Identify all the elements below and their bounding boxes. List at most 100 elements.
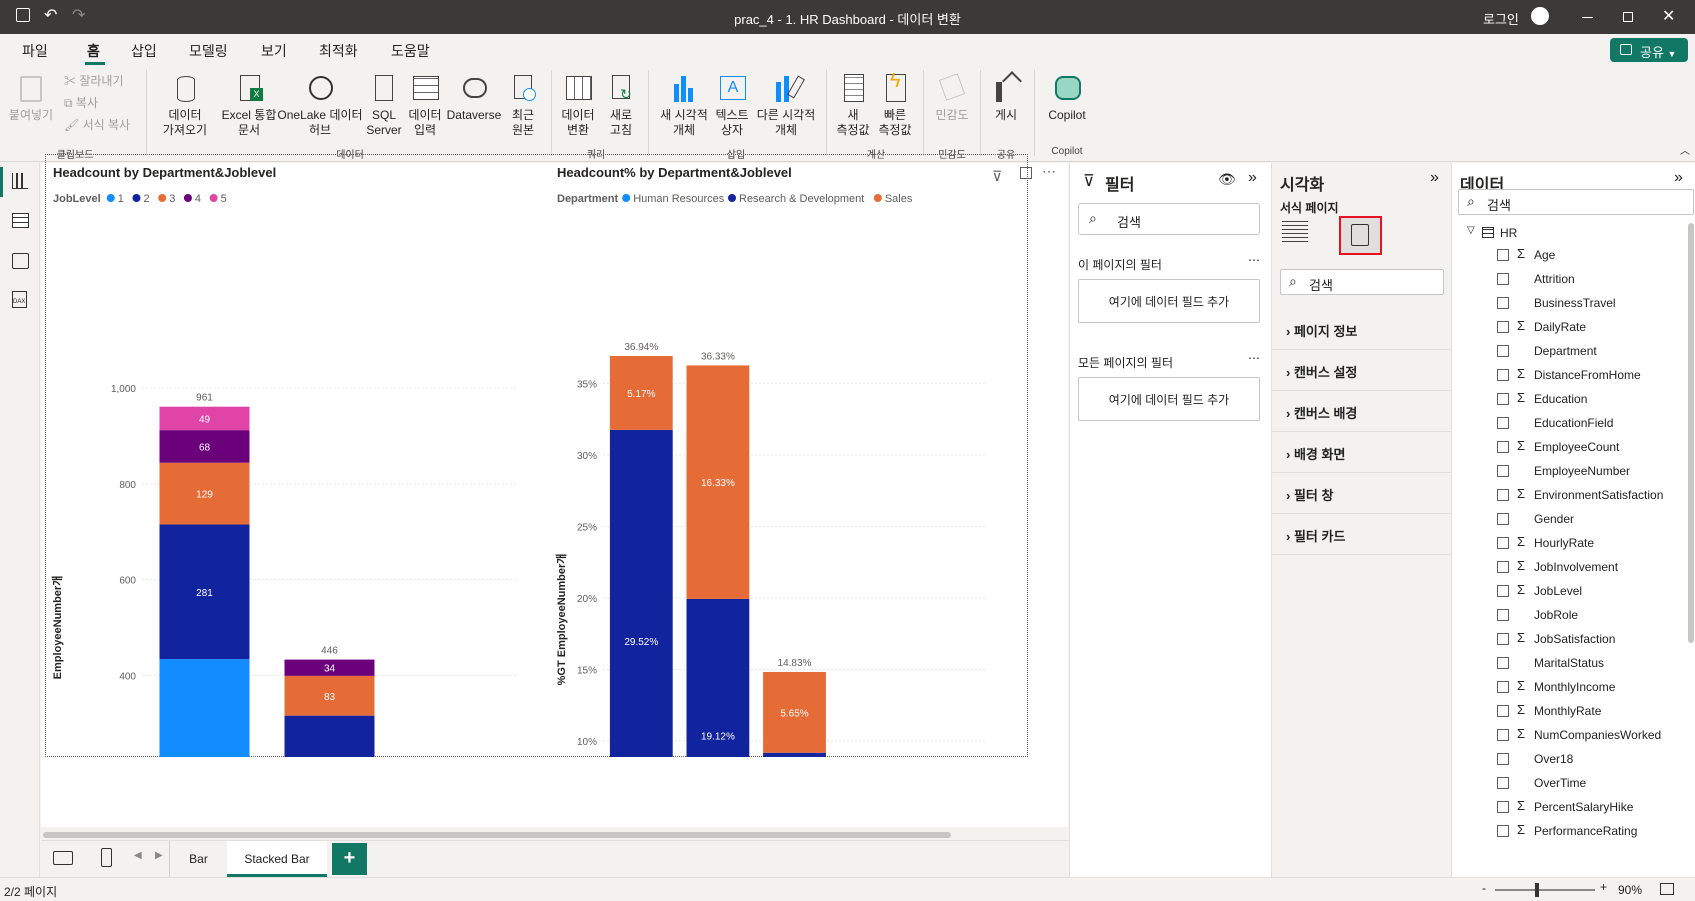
field-checkbox[interactable]	[1497, 441, 1509, 453]
new-measure-button[interactable]: 새 측정값	[831, 72, 875, 138]
horizontal-scrollbar[interactable]	[41, 832, 1061, 840]
table-name[interactable]: HR	[1500, 226, 1518, 240]
field-checkbox[interactable]	[1497, 513, 1509, 525]
field-item[interactable]: EmployeeNumber	[1452, 460, 1682, 484]
tab-bar[interactable]: Bar	[169, 841, 227, 877]
field-checkbox[interactable]	[1497, 537, 1509, 549]
format-section[interactable]: › 배경 화면	[1272, 432, 1452, 473]
data-search-input[interactable]: ⌕ 검색	[1458, 189, 1694, 215]
field-item[interactable]: Σ EmployeeCount	[1452, 436, 1682, 460]
field-checkbox[interactable]	[1497, 465, 1509, 477]
page-filters-drop-zone[interactable]: 여기에 데이터 필드 추가	[1078, 279, 1260, 323]
model-view-icon[interactable]	[12, 253, 29, 269]
field-checkbox[interactable]	[1497, 249, 1509, 261]
format-painter-button[interactable]: 🖌 서식 복사	[64, 116, 130, 133]
field-checkbox[interactable]	[1497, 561, 1509, 573]
field-checkbox[interactable]	[1497, 585, 1509, 597]
tab-stacked-bar[interactable]: Stacked Bar	[227, 841, 327, 877]
menu-modeling[interactable]: 모델링	[189, 43, 228, 59]
data-scrollbar[interactable]	[1688, 223, 1694, 643]
field-item[interactable]: Σ PercentSalaryHike	[1452, 796, 1682, 820]
field-item[interactable]: Over18	[1452, 748, 1682, 772]
field-checkbox[interactable]	[1497, 489, 1509, 501]
report-view-icon[interactable]	[12, 173, 28, 189]
field-item[interactable]: Σ HourlyRate	[1452, 532, 1682, 556]
redo-icon[interactable]: ↷	[72, 7, 86, 24]
all-filters-more-icon[interactable]: ⋯	[1248, 351, 1260, 365]
format-section[interactable]: › 페이지 정보	[1272, 309, 1452, 350]
transform-button[interactable]: 데이터 변환	[556, 72, 600, 138]
cut-button[interactable]: ✂ 잘라내기	[64, 72, 124, 89]
mobile-layout-icon[interactable]	[101, 848, 112, 867]
share-button[interactable]: 공유 ▼	[1610, 38, 1688, 62]
zoom-slider[interactable]	[1495, 883, 1595, 897]
chart-headcount-percent[interactable]: Headcount% by Department&Joblevel Departm…	[551, 157, 991, 757]
fit-to-page-icon[interactable]	[1660, 883, 1674, 895]
field-item[interactable]: Σ DailyRate	[1452, 316, 1682, 340]
maximize-icon[interactable]	[1623, 12, 1633, 22]
filter-icon[interactable]: ⊽	[992, 168, 1003, 184]
field-checkbox[interactable]	[1497, 417, 1509, 429]
menu-file[interactable]: 파일	[22, 43, 48, 59]
field-checkbox[interactable]	[1497, 753, 1509, 765]
focus-mode-icon[interactable]	[1020, 167, 1032, 179]
format-section[interactable]: › 필터 카드	[1272, 514, 1452, 555]
field-item[interactable]: Σ DistanceFromHome	[1452, 364, 1682, 388]
field-item[interactable]: Attrition	[1452, 268, 1682, 292]
account-icon[interactable]	[1531, 7, 1549, 25]
new-visual-button[interactable]: 새 시각적 개체	[653, 72, 715, 138]
publish-button[interactable]: 게시	[986, 71, 1026, 123]
field-checkbox[interactable]	[1497, 393, 1509, 405]
field-checkbox[interactable]	[1497, 801, 1509, 813]
add-page-button[interactable]: +	[332, 843, 367, 875]
close-icon[interactable]: ✕	[1662, 8, 1676, 25]
prev-page-icon[interactable]: ◀	[134, 850, 142, 861]
menu-optimize[interactable]: 최적화	[319, 43, 358, 59]
menu-home[interactable]: 홈	[87, 43, 100, 59]
field-item[interactable]: Gender	[1452, 508, 1682, 532]
field-checkbox[interactable]	[1497, 633, 1509, 645]
save-icon[interactable]	[16, 8, 30, 22]
eye-icon[interactable]: 👁	[1218, 171, 1236, 187]
field-item[interactable]: Σ JobLevel	[1452, 580, 1682, 604]
format-section[interactable]: › 필터 창	[1272, 473, 1452, 514]
collapse-filters-icon[interactable]: »	[1248, 169, 1257, 186]
field-checkbox[interactable]	[1497, 321, 1509, 333]
field-item[interactable]: BusinessTravel	[1452, 292, 1682, 316]
excel-button[interactable]: X Excel 통합 문서	[218, 72, 280, 138]
format-section[interactable]: › 캔버스 배경	[1272, 391, 1452, 432]
paste-button[interactable]: 붙여넣기	[6, 72, 56, 123]
page-filters-more-icon[interactable]: ⋯	[1248, 253, 1260, 267]
next-page-icon[interactable]: ▶	[155, 850, 163, 861]
menu-help[interactable]: 도움말	[391, 43, 430, 59]
more-options-icon[interactable]: ⋯	[1042, 163, 1056, 179]
field-checkbox[interactable]	[1497, 297, 1509, 309]
chart-headcount[interactable]: Headcount by Department&Joblevel JobLevel…	[47, 157, 547, 757]
zoom-out-icon[interactable]: -	[1482, 881, 1486, 895]
field-checkbox[interactable]	[1497, 681, 1509, 693]
get-data-button[interactable]: 데이터 가져오기	[151, 72, 219, 138]
collapse-viz-icon[interactable]: »	[1430, 169, 1439, 186]
format-section[interactable]: › 캔버스 설정	[1272, 350, 1452, 391]
recent-sources-button[interactable]: 최근 원본	[503, 72, 543, 138]
field-checkbox[interactable]	[1497, 705, 1509, 717]
collapse-ribbon-icon[interactable]: ︿	[1680, 146, 1690, 157]
sensitivity-button[interactable]: 민감도	[929, 72, 975, 123]
viz-search-input[interactable]: ⌕ 검색	[1280, 269, 1444, 295]
field-item[interactable]: Department	[1452, 340, 1682, 364]
dax-query-icon[interactable]: DAX	[12, 291, 27, 308]
table-view-icon[interactable]	[12, 213, 29, 228]
field-checkbox[interactable]	[1497, 345, 1509, 357]
field-item[interactable]: Σ EnvironmentSatisfaction	[1452, 484, 1682, 508]
undo-icon[interactable]: ↶	[44, 7, 58, 24]
build-visual-icon[interactable]	[1282, 221, 1308, 245]
field-item[interactable]: Σ Age	[1452, 244, 1682, 268]
minimize-icon[interactable]	[1582, 17, 1593, 18]
field-item[interactable]: Σ NumCompaniesWorked	[1452, 724, 1682, 748]
login-label[interactable]: 로그인	[1483, 12, 1519, 27]
field-item[interactable]: MaritalStatus	[1452, 652, 1682, 676]
field-item[interactable]: JobRole	[1452, 604, 1682, 628]
field-item[interactable]: EducationField	[1452, 412, 1682, 436]
desktop-layout-icon[interactable]	[53, 851, 73, 865]
copilot-button[interactable]: Copilot	[1040, 72, 1094, 123]
